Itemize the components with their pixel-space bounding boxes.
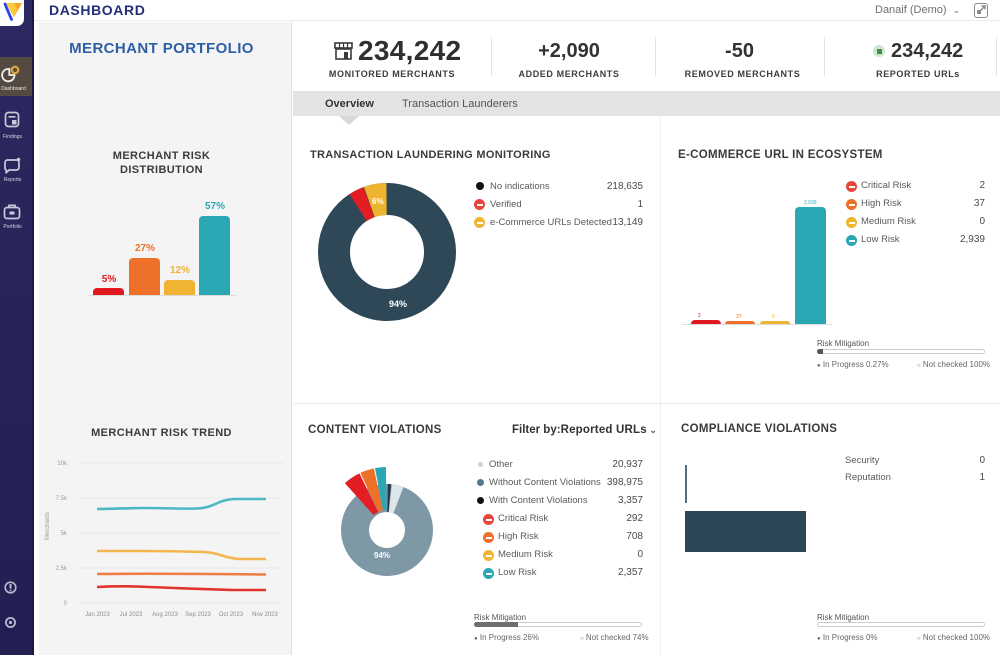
svg-text:Nov 2023: Nov 2023 [252, 612, 278, 618]
svg-text:Sep 2023: Sep 2023 [185, 612, 211, 618]
svg-text:7.5k: 7.5k [56, 496, 68, 502]
svg-text:Merchants: Merchants [45, 512, 51, 540]
svg-text:5k: 5k [61, 531, 68, 537]
svg-text:0: 0 [64, 601, 68, 607]
svg-text:Jan 2023: Jan 2023 [85, 612, 110, 618]
svg-text:Oct 2023: Oct 2023 [219, 612, 244, 618]
svg-text:10k: 10k [57, 461, 68, 467]
svg-text:2.5k: 2.5k [56, 566, 68, 572]
svg-text:Aug 2023: Aug 2023 [152, 612, 178, 618]
svg-text:Jul 2023: Jul 2023 [120, 612, 143, 618]
